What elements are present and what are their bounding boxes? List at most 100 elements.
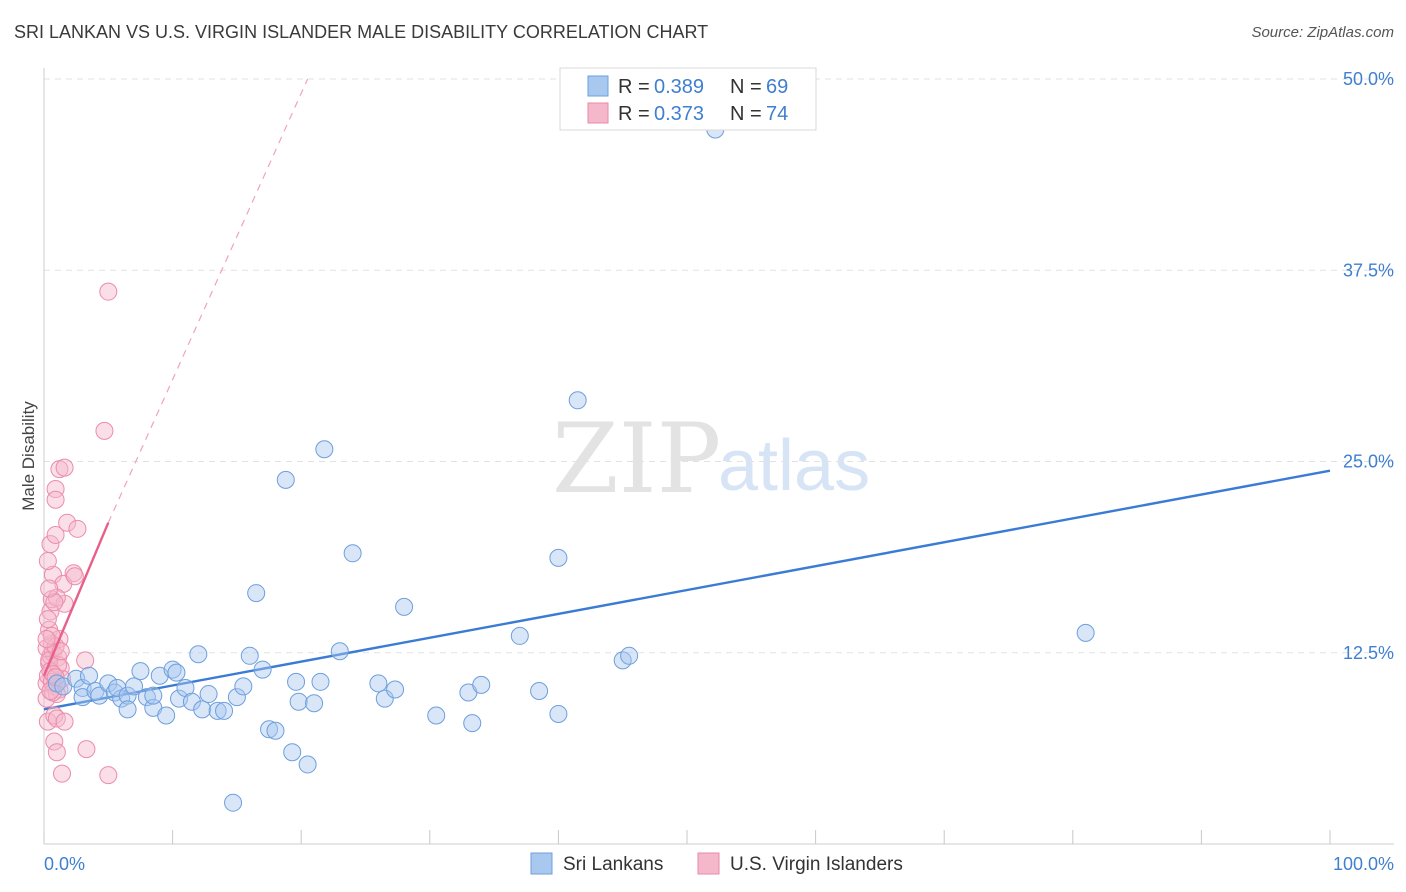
trend-line-virgin-islanders — [42, 522, 110, 677]
point-sri-lankans — [80, 666, 99, 685]
point-sri-lankans — [343, 544, 362, 563]
point-virgin-islanders — [46, 490, 65, 509]
trend-lines — [43, 78, 1331, 711]
point-sri-lankans — [227, 688, 246, 707]
point-sri-lankans — [530, 682, 549, 700]
point-sri-lankans — [125, 677, 144, 696]
trend-line-virgin-islanders-extension — [107, 78, 309, 523]
point-sri-lankans — [247, 584, 266, 603]
point-virgin-islanders — [77, 740, 96, 759]
axes — [43, 68, 1394, 845]
watermark-zip: ZIP — [552, 403, 721, 515]
y-tick-label: 12.5% — [1343, 643, 1394, 663]
point-sri-lankans — [90, 686, 109, 705]
point-sri-lankans — [620, 646, 639, 665]
point-virgin-islanders — [99, 282, 118, 301]
point-virgin-islanders — [45, 706, 64, 725]
point-sri-lankans — [215, 701, 234, 720]
point-sri-lankans — [510, 626, 529, 645]
point-virgin-islanders — [45, 593, 64, 612]
series-legend-label-sri-lankans: Sri Lankans — [563, 854, 663, 875]
watermark-atlas: atlas — [718, 426, 870, 506]
point-sri-lankans — [369, 674, 388, 693]
point-sri-lankans — [549, 704, 568, 723]
point-sri-lankans — [118, 686, 137, 705]
point-virgin-islanders — [40, 579, 59, 598]
legend-r-label-2: R = — [618, 103, 650, 125]
point-virgin-islanders — [46, 668, 65, 687]
point-virgin-islanders — [68, 519, 87, 538]
point-virgin-islanders — [65, 567, 84, 586]
legend-n-value-2: 74 — [766, 103, 788, 125]
point-virgin-islanders — [46, 525, 65, 544]
point-virgin-islanders — [99, 766, 118, 785]
point-virgin-islanders — [44, 565, 63, 584]
point-sri-lankans — [427, 706, 446, 725]
point-sri-lankans — [266, 721, 285, 740]
x-ticks — [43, 830, 1331, 844]
point-sri-lankans — [330, 642, 349, 661]
point-sri-lankans — [234, 677, 253, 696]
point-virgin-islanders — [64, 564, 83, 583]
stats-legend: R = 0.389 N = 69 R = 0.373 N = 74 — [559, 67, 817, 131]
point-sri-lankans — [315, 440, 334, 459]
point-sri-lankans — [549, 548, 568, 567]
y-tick-label: 25.0% — [1343, 452, 1394, 472]
point-virgin-islanders — [47, 743, 66, 762]
point-sri-lankans — [137, 688, 156, 707]
legend-r-value-2: 0.373 — [654, 103, 704, 125]
point-sri-lankans — [131, 662, 150, 681]
point-virgin-islanders — [46, 480, 65, 499]
point-sri-lankans — [118, 700, 137, 719]
legend-swatch-blue — [587, 75, 609, 97]
chart-title: SRI LANKAN VS U.S. VIRGIN ISLANDER MALE … — [14, 22, 709, 42]
point-sri-lankans — [182, 692, 201, 711]
point-virgin-islanders — [41, 535, 60, 554]
legend-n-value-1: 69 — [766, 76, 788, 98]
point-sri-lankans — [287, 672, 306, 691]
point-sri-lankans — [463, 714, 482, 733]
point-sri-lankans — [289, 692, 308, 711]
trend-line-sri-lankans — [43, 469, 1331, 711]
series-legend-swatch-sri-lankans — [530, 852, 553, 875]
point-sri-lankans — [375, 689, 394, 708]
point-sri-lankans — [240, 646, 259, 665]
point-sri-lankans — [99, 674, 118, 693]
point-sri-lankans — [386, 680, 405, 699]
legend-r-label-1: R = — [618, 76, 650, 98]
x-tick-label-max: 100.0% — [1333, 854, 1394, 874]
point-sri-lankans — [189, 645, 208, 664]
point-sri-lankans — [157, 706, 176, 725]
point-virgin-islanders — [37, 629, 56, 648]
series-legend: Sri Lankans U.S. Virgin Islanders — [530, 852, 903, 875]
point-sri-lankans — [260, 720, 279, 739]
x-tick-label-min: 0.0% — [44, 854, 85, 874]
point-sri-lankans — [283, 743, 302, 762]
source-label: Source: ZipAtlas.com — [1251, 24, 1394, 41]
y-tick-label: 50.0% — [1343, 69, 1394, 89]
point-sri-lankans — [568, 391, 587, 410]
point-sri-lankans — [305, 694, 324, 713]
point-sri-lankans — [253, 660, 272, 679]
y-tick-labels: 12.5% 25.0% 37.5% 50.0% — [1343, 69, 1394, 663]
point-virgin-islanders — [55, 458, 74, 477]
point-sri-lankans — [472, 675, 491, 694]
point-virgin-islanders — [45, 732, 64, 751]
point-virgin-islanders — [95, 421, 114, 440]
legend-n-label-1: N = — [730, 76, 762, 98]
point-virgin-islanders — [38, 551, 57, 570]
y-tick-label: 37.5% — [1343, 260, 1394, 280]
point-sri-lankans — [193, 700, 212, 719]
point-virgin-islanders — [76, 651, 95, 670]
series-legend-swatch-virgin-islanders — [697, 852, 720, 875]
point-virgin-islanders — [38, 610, 57, 629]
legend-r-value-1: 0.389 — [654, 76, 704, 98]
point-virgin-islanders — [58, 513, 77, 532]
point-sri-lankans — [1076, 623, 1095, 642]
point-sri-lankans — [613, 651, 632, 670]
data-points — [37, 120, 1095, 812]
point-sri-lankans — [224, 793, 243, 812]
point-sri-lankans — [298, 755, 317, 774]
point-sri-lankans — [144, 686, 163, 705]
